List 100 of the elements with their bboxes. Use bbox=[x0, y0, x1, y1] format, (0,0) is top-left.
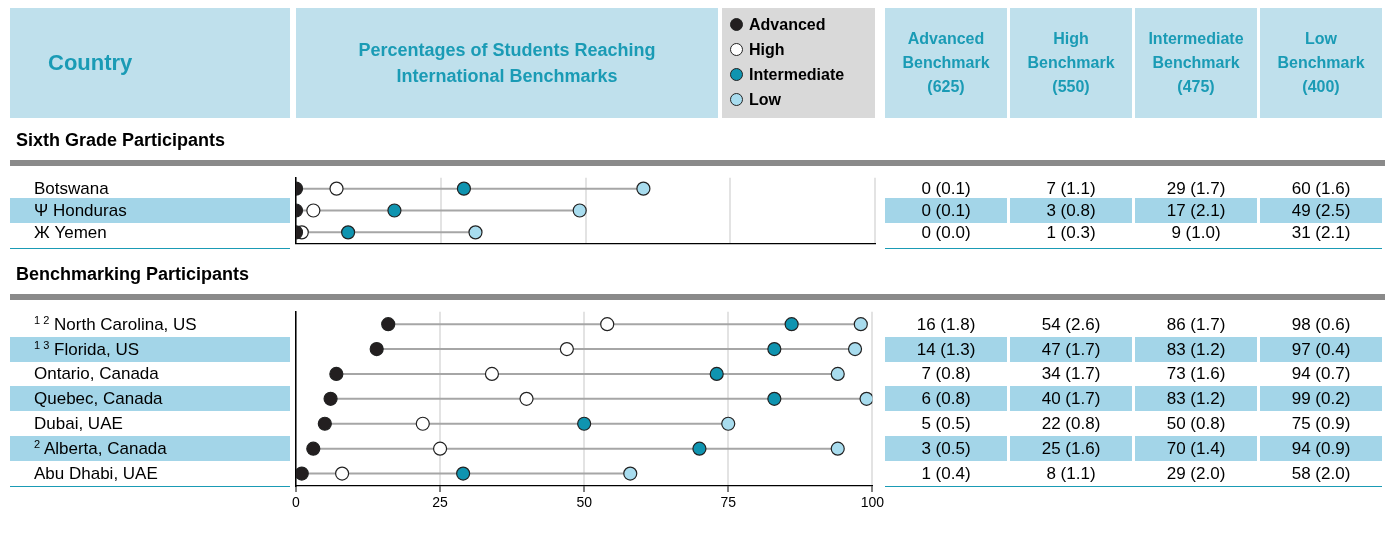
data-label: 86 (1.7) bbox=[1165, 313, 1227, 336]
y-tick-label: Botswana bbox=[33, 178, 110, 201]
point bbox=[484, 366, 500, 382]
data-label: 83 (1.2) bbox=[1135, 336, 1257, 362]
y-tick-label: $^{1 3}$ Florida, US bbox=[10, 336, 290, 362]
point bbox=[335, 466, 350, 481]
y-tick-label: Abu Dhabi, UAE bbox=[33, 463, 159, 486]
y-tick-label: Ж Yemen bbox=[33, 221, 108, 244]
legend-label: Low bbox=[749, 90, 781, 109]
point bbox=[577, 416, 592, 431]
data-label: 94 (0.7) bbox=[1290, 363, 1352, 386]
data-label: 50 (0.8) bbox=[1165, 413, 1227, 436]
text: Benchmarking Participants bbox=[15, 264, 251, 286]
point bbox=[306, 203, 321, 218]
data-label: 14 (1.3) bbox=[885, 336, 1007, 362]
y-tick-label: $^{1 2}$ North Carolina, US bbox=[33, 312, 198, 336]
data-label: 47 (1.7) bbox=[1010, 336, 1132, 362]
point bbox=[692, 441, 707, 456]
data-label: 29 (1.7) bbox=[1165, 178, 1227, 201]
data-label: 73 (1.6) bbox=[1165, 363, 1227, 386]
point bbox=[600, 317, 615, 332]
point bbox=[341, 225, 356, 240]
data-label: 17 (2.1) bbox=[1135, 198, 1257, 223]
data-label: 3 (0.8) bbox=[1010, 198, 1132, 223]
data-label: 25 (1.6) bbox=[1010, 436, 1132, 462]
data-label: 16 (1.8) bbox=[915, 313, 977, 336]
point bbox=[559, 341, 574, 357]
data-label: 70 (1.4) bbox=[1135, 436, 1257, 462]
point bbox=[381, 317, 396, 332]
point bbox=[721, 416, 736, 431]
text: Advanced Benchmark (625) bbox=[885, 8, 1007, 118]
point bbox=[853, 317, 868, 332]
point bbox=[432, 441, 448, 456]
data-label: 22 (0.8) bbox=[1040, 413, 1102, 436]
legend-label: Intermediate bbox=[749, 65, 845, 84]
data-label: 94 (0.9) bbox=[1260, 436, 1382, 462]
data-label: 1 (0.3) bbox=[1045, 221, 1097, 244]
data-label: 5 (0.5) bbox=[920, 413, 972, 436]
point bbox=[329, 181, 344, 196]
point bbox=[296, 466, 309, 481]
point bbox=[317, 416, 332, 431]
data-label: 0 (0.0) bbox=[920, 221, 972, 244]
y-axis-title: Country bbox=[10, 8, 290, 118]
point bbox=[415, 416, 430, 431]
x-tick-label: 75 bbox=[720, 494, 737, 511]
point bbox=[830, 441, 845, 456]
text: Intermediate Benchmark (475) bbox=[1135, 8, 1257, 118]
data-label: 40 (1.7) bbox=[1010, 386, 1132, 412]
point bbox=[323, 391, 338, 406]
text: Low Benchmark (400) bbox=[1260, 8, 1382, 118]
data-label: 7 (0.8) bbox=[920, 363, 972, 386]
point bbox=[572, 203, 587, 218]
data-label: 60 (1.6) bbox=[1290, 178, 1352, 201]
point bbox=[369, 341, 384, 357]
data-label: 1 (0.4) bbox=[920, 463, 972, 486]
legend-label: High bbox=[749, 40, 785, 59]
data-label: 97 (0.4) bbox=[1260, 336, 1382, 362]
data-label: 58 (2.0) bbox=[1290, 463, 1352, 486]
point bbox=[709, 366, 724, 382]
y-tick-label: $^{2}$ Alberta, Canada bbox=[10, 436, 290, 462]
data-label: 98 (0.6) bbox=[1290, 313, 1352, 336]
point bbox=[387, 203, 402, 218]
y-tick-label: Dubai, UAE bbox=[33, 413, 124, 436]
point bbox=[519, 391, 534, 406]
data-label: 3 (0.5) bbox=[885, 436, 1007, 462]
x-tick-label: 0 bbox=[292, 494, 301, 511]
data-label: 75 (0.9) bbox=[1290, 413, 1352, 436]
point bbox=[456, 181, 472, 196]
data-label: 8 (1.1) bbox=[1045, 463, 1097, 486]
point bbox=[456, 466, 471, 481]
point bbox=[830, 366, 845, 382]
legend-label: Advanced bbox=[749, 15, 826, 34]
point bbox=[767, 391, 782, 406]
data-label: 0 (0.1) bbox=[885, 198, 1007, 223]
point bbox=[636, 181, 651, 196]
y-tick-label: Ψ Honduras bbox=[10, 198, 290, 223]
point bbox=[767, 341, 782, 357]
point bbox=[784, 317, 799, 332]
data-label: 99 (0.2) bbox=[1260, 386, 1382, 412]
data-label: 29 (2.0) bbox=[1165, 463, 1227, 486]
data-label: 6 (0.8) bbox=[885, 386, 1007, 412]
data-label: 49 (2.5) bbox=[1260, 198, 1382, 223]
point bbox=[859, 391, 873, 406]
text: High Benchmark (550) bbox=[1010, 8, 1132, 118]
point bbox=[329, 366, 344, 382]
data-label: 54 (2.6) bbox=[1040, 313, 1102, 336]
x-tick-label: 100 bbox=[860, 494, 885, 511]
data-label: 0 (0.1) bbox=[920, 178, 972, 201]
y-tick-label: Ontario, Canada bbox=[33, 363, 160, 386]
y-tick-label: Quebec, Canada bbox=[10, 386, 290, 412]
data-label: 34 (1.7) bbox=[1040, 363, 1102, 386]
point bbox=[623, 466, 638, 481]
chart-title: Percentages of Students Reaching International Benchmarks bbox=[296, 8, 718, 118]
x-tick-label: 25 bbox=[432, 494, 449, 511]
data-label: 31 (2.1) bbox=[1290, 221, 1352, 244]
x-tick-label: 50 bbox=[576, 494, 593, 511]
point bbox=[306, 441, 321, 456]
data-label: 7 (1.1) bbox=[1045, 178, 1097, 201]
data-label: 83 (1.2) bbox=[1135, 386, 1257, 412]
point bbox=[468, 225, 483, 240]
